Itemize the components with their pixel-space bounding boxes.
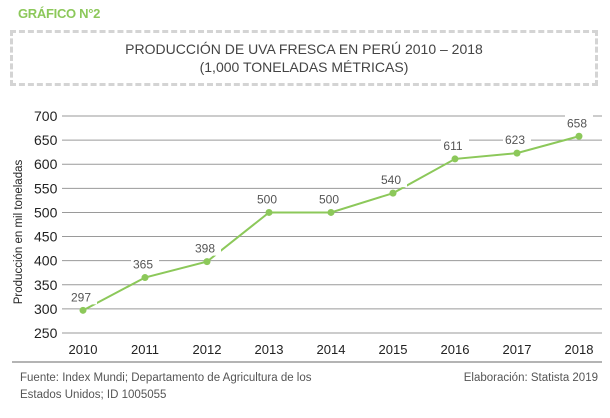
title-box: PRODUCCIÓN DE UVA FRESCA EN PERÚ 2010 – … <box>10 30 598 86</box>
y-tick-label: 600 <box>34 156 58 172</box>
data-label-bg <box>565 115 593 131</box>
chart-subtitle: (1,000 TONELADAS MÉTRICAS) <box>199 59 409 75</box>
x-tick-label: 2012 <box>193 342 222 357</box>
data-label-bg <box>317 191 345 207</box>
data-label: 500 <box>319 192 339 206</box>
y-tick-label: 300 <box>34 301 58 317</box>
y-tick-label: 500 <box>34 204 58 220</box>
data-point <box>389 189 397 197</box>
x-tick-label: 2010 <box>69 342 98 357</box>
y-tick-label: 650 <box>34 132 58 148</box>
data-label: 611 <box>443 139 462 153</box>
data-label-bg <box>441 137 469 153</box>
y-tick-label: 350 <box>34 277 58 293</box>
source-note: Fuente: Index Mundi; Departamento de Agr… <box>20 370 312 404</box>
source-line-1: Fuente: Index Mundi; Departamento de Agr… <box>20 372 312 384</box>
data-point <box>513 149 521 157</box>
data-label: 540 <box>381 173 401 187</box>
y-tick-label: 450 <box>34 229 58 245</box>
chart-title: PRODUCCIÓN DE UVA FRESCA EN PERÚ 2010 – … <box>125 41 483 57</box>
y-tick-label: 400 <box>34 253 58 269</box>
x-tick-label: 2015 <box>379 342 408 357</box>
y-tick-label: 250 <box>34 325 58 341</box>
data-label-bg <box>131 256 159 272</box>
credit-note: Elaboración: Statista 2019 <box>463 372 598 384</box>
y-tick-label: 700 <box>34 108 58 124</box>
series-line <box>82 135 580 312</box>
data-label: 623 <box>505 133 525 147</box>
source-line-2: Estados Unidos; ID 1005055 <box>20 389 167 401</box>
x-tick-label: 2018 <box>565 342 594 357</box>
x-tick-label: 2017 <box>503 342 532 357</box>
data-point <box>451 155 459 163</box>
y-axis-label: Producción en mil toneladas <box>13 160 25 305</box>
x-tick-label: 2014 <box>317 342 346 357</box>
data-point <box>203 258 211 266</box>
figure-label: GRÁFICO N°2 <box>18 6 101 21</box>
x-tick-label: 2013 <box>255 342 284 357</box>
x-tick-label: 2011 <box>131 342 159 357</box>
y-tick-label: 550 <box>34 180 58 196</box>
data-label: 365 <box>133 258 153 272</box>
x-tick-label: 2016 <box>441 342 470 357</box>
data-point <box>327 208 335 216</box>
data-label-bg <box>69 289 97 305</box>
data-label-bg <box>255 191 283 207</box>
data-point <box>141 274 149 282</box>
data-label-bg <box>379 172 407 188</box>
data-label-bg <box>503 132 531 148</box>
data-point <box>79 306 87 314</box>
data-label: 658 <box>567 116 587 130</box>
data-label-bg <box>193 240 221 256</box>
data-label: 398 <box>195 242 215 256</box>
data-label: 500 <box>257 192 277 206</box>
data-point <box>575 132 583 140</box>
data-label: 297 <box>71 290 91 304</box>
data-point <box>265 208 273 216</box>
